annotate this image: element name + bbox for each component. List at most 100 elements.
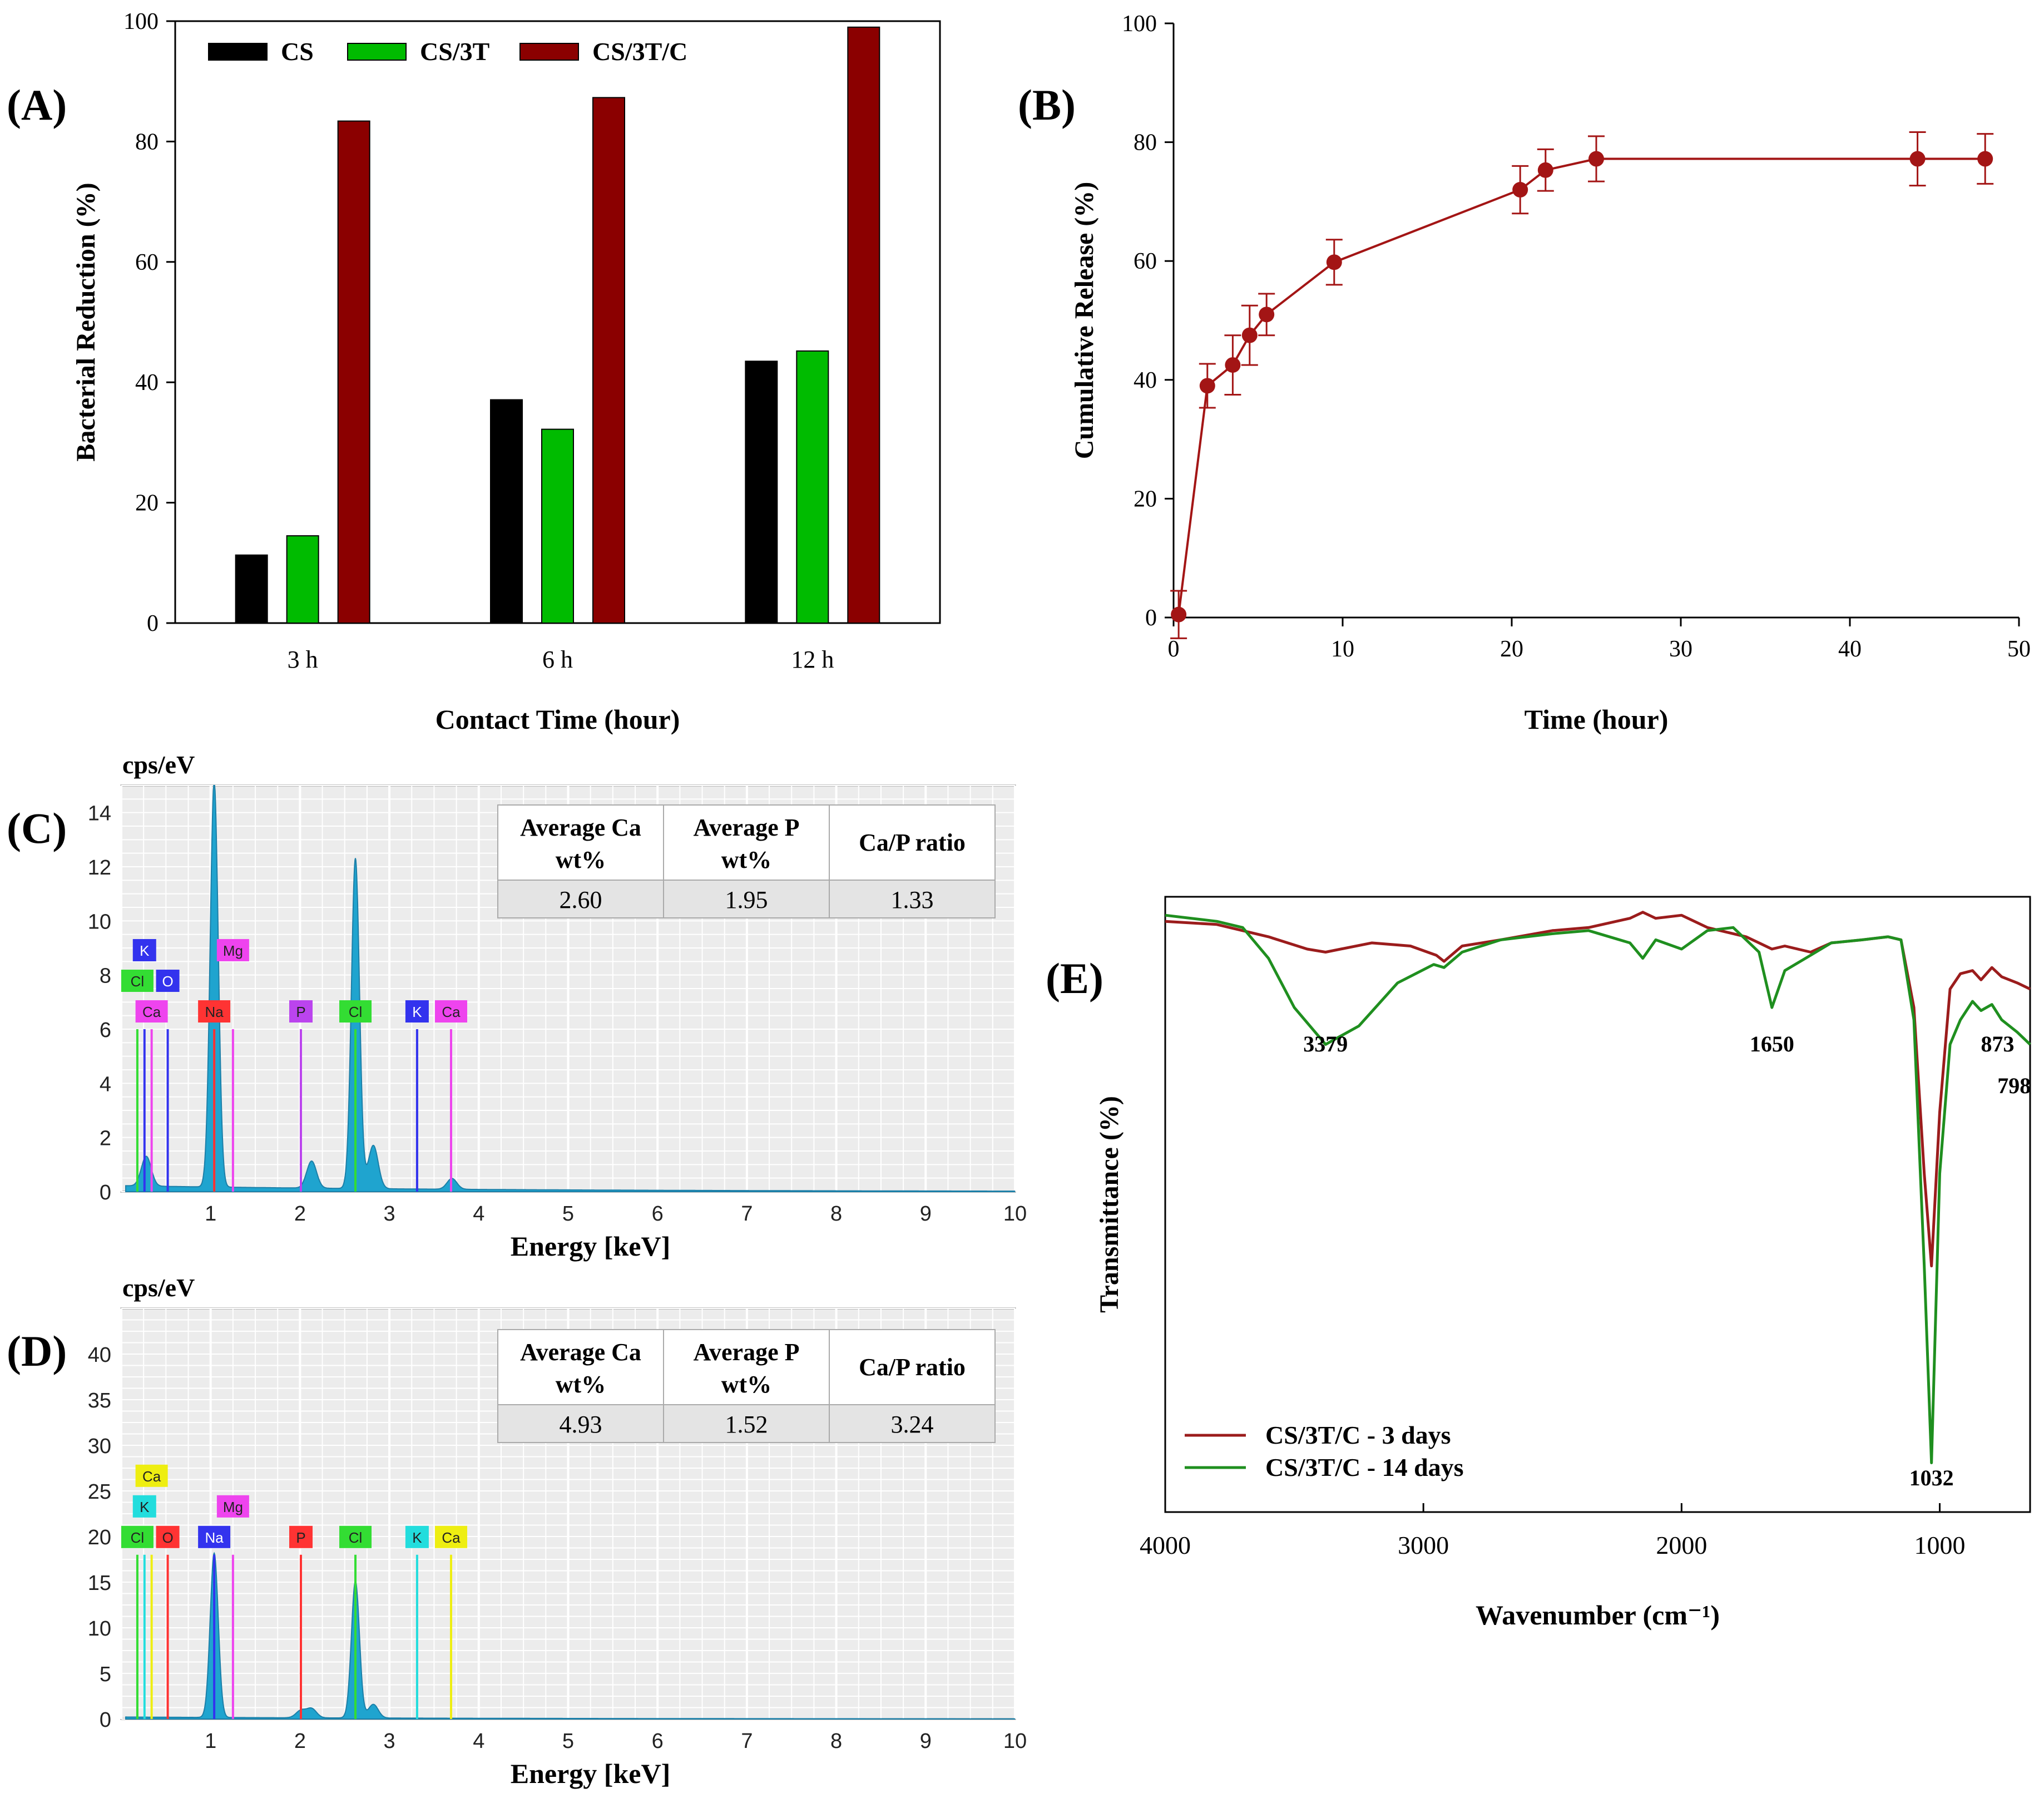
y-tick-label: 60 — [135, 250, 159, 275]
x-tick-label: 4000 — [1140, 1531, 1191, 1559]
table-header-text: Average Ca — [520, 814, 641, 841]
ftir-series-line — [1165, 913, 2031, 1464]
x-tick-label: 9 — [920, 1202, 932, 1226]
element-marker-badge — [434, 1525, 467, 1548]
x-axis-label: Wavenumber (cm⁻¹) — [1476, 1599, 1720, 1631]
peak-label: 873 — [1981, 1031, 2014, 1056]
element-marker-label: P — [296, 1529, 305, 1546]
y-tick-label: 10 — [88, 910, 111, 933]
y-tick-label: 20 — [1134, 486, 1157, 512]
element-marker-label: P — [296, 1004, 305, 1020]
x-tick-label: 2 — [294, 1202, 306, 1226]
table-header-cell — [497, 1329, 664, 1405]
x-tick-label: 12 h — [791, 646, 834, 673]
peak-label: 3379 — [1303, 1031, 1348, 1056]
x-tick-label: 2000 — [1656, 1531, 1707, 1559]
element-marker-badge — [339, 1000, 372, 1023]
element-marker-label: Ca — [142, 1468, 161, 1485]
element-marker-label: Ca — [142, 1004, 161, 1020]
table-header-cell — [663, 1329, 830, 1405]
y-tick-label: 4 — [100, 1073, 111, 1096]
x-axis-label: Energy [keV] — [511, 1758, 670, 1789]
bar — [796, 350, 829, 624]
bar — [235, 554, 268, 624]
y-tick-label: 100 — [123, 9, 159, 34]
data-point — [1537, 162, 1553, 178]
y-tick-label: 8 — [100, 965, 111, 988]
element-marker-badge — [339, 1525, 372, 1548]
table-value-text: 1.33 — [891, 886, 934, 913]
element-marker-badge — [216, 1495, 249, 1518]
bar — [337, 120, 370, 624]
legend-label: CS — [281, 37, 314, 66]
data-point — [1326, 254, 1342, 270]
x-tick-label: 10 — [1003, 1730, 1027, 1753]
legend-label: CS/3T/C - 3 days — [1265, 1421, 1451, 1449]
y-tick-label: 100 — [1122, 11, 1157, 37]
x-tick-label: 6 — [652, 1202, 664, 1226]
y-tick-label: 40 — [135, 370, 159, 396]
table-header-text: Average P — [694, 1338, 800, 1366]
table-header-text: Ca/P ratio — [859, 1354, 966, 1381]
panel-label-d: (D) — [7, 1327, 67, 1375]
table-header-cell — [829, 1329, 996, 1405]
x-tick-label: 50 — [2007, 636, 2031, 662]
table-header-text: wt% — [556, 1371, 606, 1398]
bar — [541, 428, 574, 624]
y-tick-label: 10 — [88, 1617, 111, 1641]
element-marker-badge — [198, 1000, 231, 1023]
x-tick-label: 5 — [562, 1730, 574, 1753]
legend-swatch — [347, 43, 407, 61]
legend-label: CS/3T — [420, 37, 489, 66]
units-label: cps/eV — [122, 750, 195, 779]
y-tick-label: 12 — [88, 856, 111, 880]
element-marker-label: Mg — [223, 1499, 243, 1515]
x-tick-label: 3 h — [288, 646, 318, 673]
bar — [847, 26, 880, 624]
x-tick-label: 4 — [473, 1730, 484, 1753]
legend-label: CS/3T/C — [592, 37, 687, 66]
panel-label-e: (E) — [1046, 954, 1103, 1002]
table-value-cell — [663, 880, 830, 918]
x-tick-label: 8 — [830, 1730, 842, 1753]
element-marker-label: K — [412, 1004, 422, 1020]
x-axis-label: Contact Time (hour) — [435, 704, 680, 735]
x-tick-label: 40 — [1838, 636, 1862, 662]
element-marker-badge — [289, 1525, 313, 1548]
y-tick-label: 30 — [88, 1435, 111, 1458]
x-axis-label: Time (hour) — [1525, 704, 1669, 735]
y-tick-label: 40 — [1134, 368, 1157, 393]
data-point — [1241, 327, 1258, 343]
data-point — [1225, 357, 1241, 373]
element-marker-label: Cl — [131, 1529, 145, 1546]
panel-label-b: (B) — [1018, 81, 1076, 129]
table-header-cell — [497, 804, 664, 881]
y-tick-label: 20 — [135, 491, 159, 516]
table-header-text: wt% — [721, 846, 771, 873]
y-axis-label: Transmittance (%) — [1095, 1096, 1124, 1313]
y-tick-label: 20 — [88, 1526, 111, 1549]
data-point — [1977, 151, 1993, 167]
units-label: cps/eV — [122, 1273, 195, 1302]
element-marker-badge — [289, 1000, 313, 1023]
legend-label: CS/3T/C - 14 days — [1265, 1453, 1464, 1481]
element-marker-badge — [198, 1525, 231, 1548]
element-marker-label: K — [140, 1499, 150, 1515]
table-value-text: 4.93 — [560, 1411, 602, 1438]
element-marker-label: O — [162, 973, 173, 990]
y-axis-label: Bacterial Reduction (%) — [71, 182, 101, 461]
table-value-cell — [829, 880, 996, 918]
y-tick-label: 6 — [100, 1019, 111, 1042]
bar — [745, 360, 778, 624]
bar — [592, 97, 625, 624]
peak-label: 1032 — [1909, 1465, 1954, 1490]
x-tick-label: 10 — [1003, 1202, 1027, 1226]
table-value-text: 1.95 — [725, 886, 768, 913]
x-tick-label: 4 — [473, 1202, 484, 1226]
element-marker-label: K — [412, 1529, 422, 1546]
bar — [490, 399, 523, 624]
release-line — [1177, 157, 1986, 615]
element-marker-badge — [135, 1000, 168, 1023]
data-point — [1259, 307, 1275, 323]
